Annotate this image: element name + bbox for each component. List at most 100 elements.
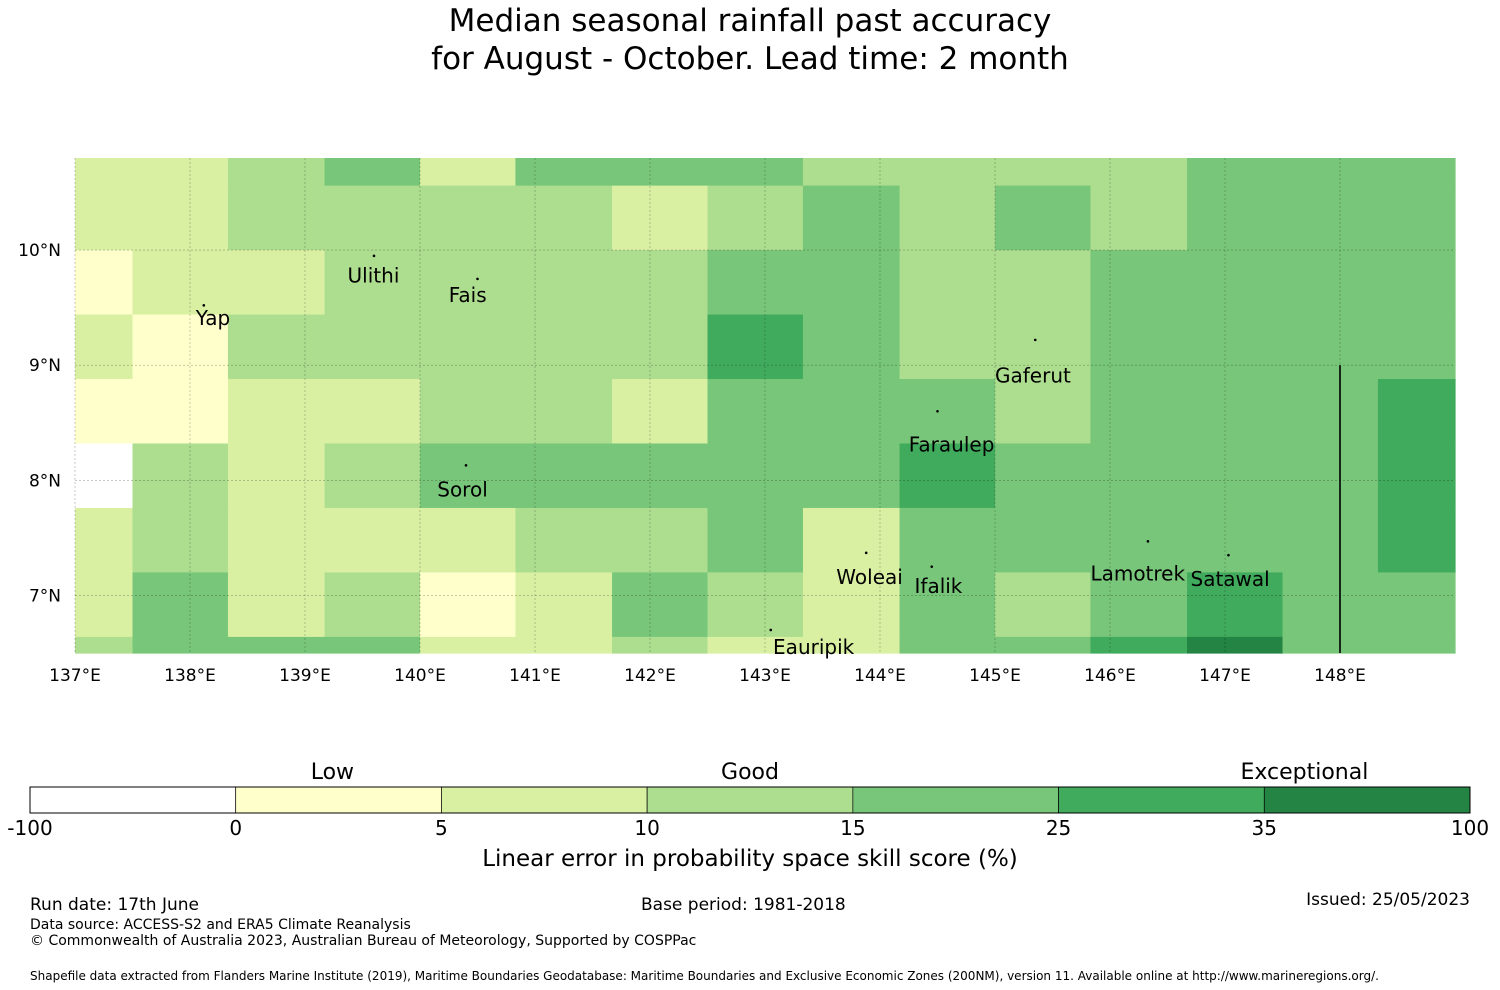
lon-tick-label: 148°E <box>1314 666 1366 686</box>
skill-cell <box>515 314 613 380</box>
island-label: Faraulep <box>909 433 995 457</box>
lat-tick-label: 7°N <box>29 586 61 606</box>
skill-cell <box>1090 572 1188 638</box>
skill-cell <box>612 185 709 251</box>
skill-cell <box>899 572 996 638</box>
skill-cell <box>802 507 901 574</box>
skill-cell <box>995 314 1092 380</box>
skill-cell <box>802 636 901 654</box>
island-marker <box>1146 540 1150 543</box>
skill-cell <box>132 507 229 574</box>
skill-cell <box>1377 443 1456 509</box>
island-label: Woleai <box>836 565 903 589</box>
lon-tick-label: 138°E <box>164 666 216 686</box>
skill-cell <box>1282 379 1379 445</box>
island-label: Ifalik <box>915 574 963 598</box>
skill-cell <box>1090 379 1188 445</box>
skill-cell <box>324 158 421 187</box>
skill-cell <box>515 158 613 187</box>
lon-tick-label: 143°E <box>739 666 791 686</box>
skill-cell <box>227 443 326 509</box>
colorbar-tick-label: 25 <box>1045 816 1072 840</box>
island-marker <box>202 304 206 307</box>
island-marker <box>864 551 868 555</box>
skill-cell <box>1282 507 1379 574</box>
colorbar-segment <box>852 786 1059 814</box>
skill-cell <box>899 636 996 654</box>
skill-cell <box>707 250 804 316</box>
skill-cell <box>420 379 517 445</box>
island-marker <box>476 277 479 281</box>
skill-cell <box>515 572 613 638</box>
skill-cell <box>802 443 901 509</box>
colorbar-tick-label: 100 <box>1450 816 1490 840</box>
skill-cell <box>227 636 326 654</box>
skill-cell <box>515 250 613 316</box>
skill-cell <box>324 572 421 638</box>
skill-cell <box>995 379 1092 445</box>
lon-tick-label: 145°E <box>969 666 1021 686</box>
base-period: Base period: 1981-2018 <box>641 895 846 915</box>
skill-cell <box>132 314 229 380</box>
skill-cell <box>227 314 326 380</box>
colorbar-segment <box>29 786 237 814</box>
colorbar-segment <box>1058 786 1265 814</box>
skill-cell <box>324 379 421 445</box>
skill-cell <box>132 158 229 187</box>
skill-cell <box>707 314 804 380</box>
skill-cell <box>802 379 901 445</box>
skill-cell <box>1090 636 1188 654</box>
skill-cell <box>227 379 326 445</box>
skill-cell <box>75 507 134 574</box>
lon-tick-label: 141°E <box>509 666 561 686</box>
skill-cell <box>1090 314 1188 380</box>
lon-tick-label: 139°E <box>279 666 331 686</box>
colorbar-tick-label: -100 <box>7 816 53 840</box>
skill-cell <box>1282 443 1379 509</box>
run-date: Run date: 17th June <box>30 895 199 915</box>
skill-cell <box>1187 314 1284 380</box>
lat-tick-label: 8°N <box>29 471 61 491</box>
skill-cell <box>1282 185 1379 251</box>
skill-cell <box>899 443 996 509</box>
skill-cell <box>227 158 326 187</box>
lat-tick-label: 9°N <box>29 356 61 376</box>
skill-cell <box>899 185 996 251</box>
island-marker <box>930 565 934 568</box>
colorbar-category-label: Low <box>310 760 355 785</box>
skill-cell <box>899 158 996 187</box>
skill-cell <box>612 443 709 509</box>
skill-cell <box>707 572 804 638</box>
skill-cell <box>707 443 804 509</box>
skill-cell <box>75 185 134 251</box>
skill-cell <box>1377 158 1456 187</box>
skill-cell <box>1282 572 1379 638</box>
skill-cell <box>1282 636 1379 654</box>
skill-cell <box>707 636 804 654</box>
skill-cell <box>1282 250 1379 316</box>
skill-cell <box>612 314 709 380</box>
skill-cell <box>1187 507 1284 574</box>
skill-cell <box>899 379 996 445</box>
colorbar-tick-label: 0 <box>229 816 243 840</box>
skill-cell <box>1377 507 1456 574</box>
colorbar-category-label: Exceptional <box>1240 760 1369 785</box>
skill-cell <box>707 185 804 251</box>
skill-cell <box>515 443 613 509</box>
island-marker <box>1033 338 1037 342</box>
skill-cell <box>227 250 326 316</box>
skill-cell <box>802 572 901 638</box>
skill-cell <box>1377 185 1456 251</box>
skill-cell <box>324 314 421 380</box>
map-title-line-1: Median seasonal rainfall past accuracy <box>448 3 1052 39</box>
skill-cell <box>420 636 517 654</box>
skill-cell <box>802 158 901 187</box>
skill-cell <box>802 314 901 380</box>
skill-cell <box>1377 250 1456 316</box>
skill-cell <box>707 379 804 445</box>
colorbar-tick-label: 15 <box>840 816 866 840</box>
skill-cell <box>707 507 804 574</box>
shapefile-credit: Shapefile data extracted from Flanders M… <box>30 969 1379 983</box>
skill-cell <box>995 185 1092 251</box>
